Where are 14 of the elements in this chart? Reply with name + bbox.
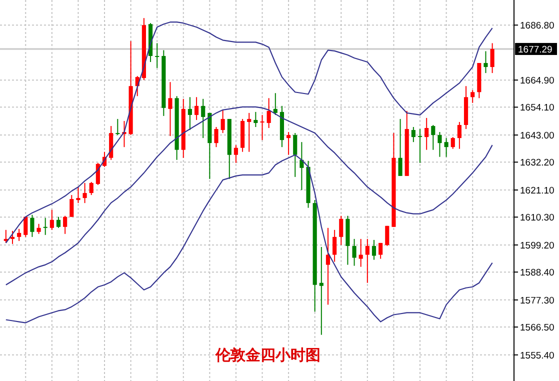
y-tick-label: 1621.10 xyxy=(520,186,554,196)
y-tick-label: 1588.40 xyxy=(520,268,554,279)
y-tick-label: 1610.30 xyxy=(520,212,554,224)
y-tick-label: 1577.30 xyxy=(520,295,554,306)
y-tick-label: 1686.80 xyxy=(520,20,554,32)
y-tick-label: 1632.20 xyxy=(520,158,554,169)
y-tick-label: 1555.40 xyxy=(520,350,554,362)
y-tick-label: 1566.50 xyxy=(520,322,554,334)
y-tick-label: 1643.00 xyxy=(520,130,554,142)
y-tick-label: 1599.20 xyxy=(520,240,554,252)
ref-line-label: 1677.29 xyxy=(518,44,552,56)
y-tick-label: 1654.10 xyxy=(520,102,554,114)
y-tick-label: 1664.90 xyxy=(520,76,554,87)
title: 伦敦金四小时图 xyxy=(216,347,320,364)
